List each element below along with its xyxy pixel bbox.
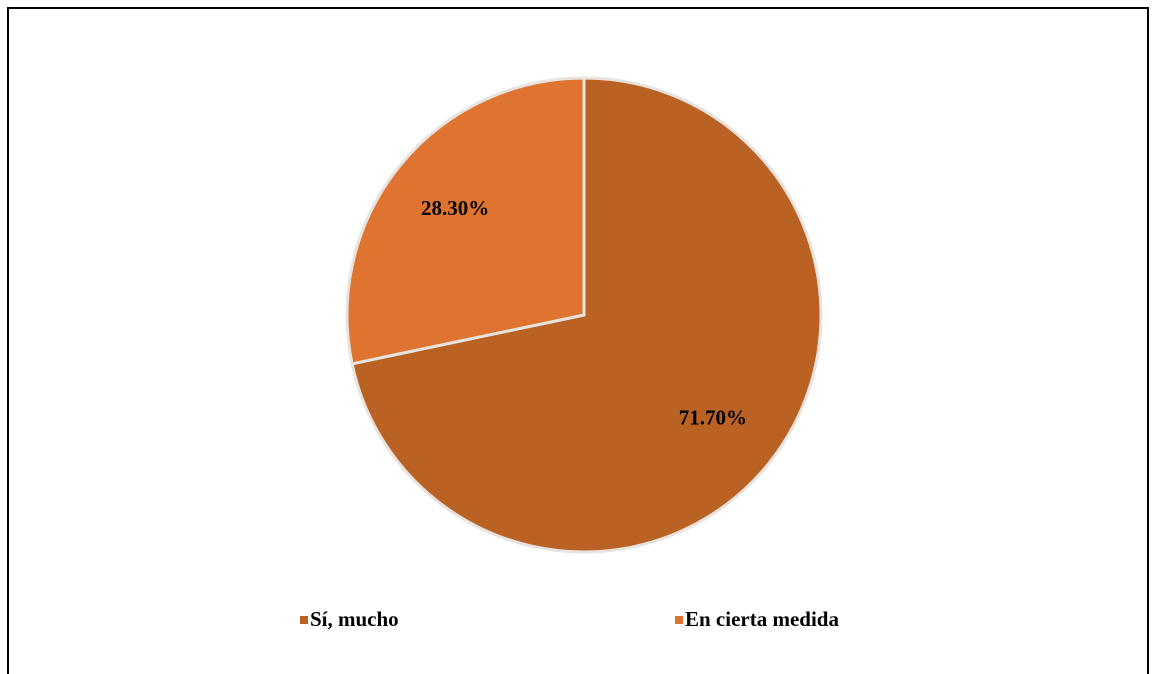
legend-swatch <box>675 616 683 624</box>
pie-slice <box>345 76 586 366</box>
data-label: 71.70% <box>679 405 747 429</box>
legend-swatch <box>300 616 308 624</box>
chart-border <box>7 7 1149 674</box>
pie-slice <box>350 76 823 554</box>
legend-label: En cierta medida <box>685 607 839 631</box>
legend-label: Sí, mucho <box>310 607 399 631</box>
data-label: 28.30% <box>421 196 489 220</box>
